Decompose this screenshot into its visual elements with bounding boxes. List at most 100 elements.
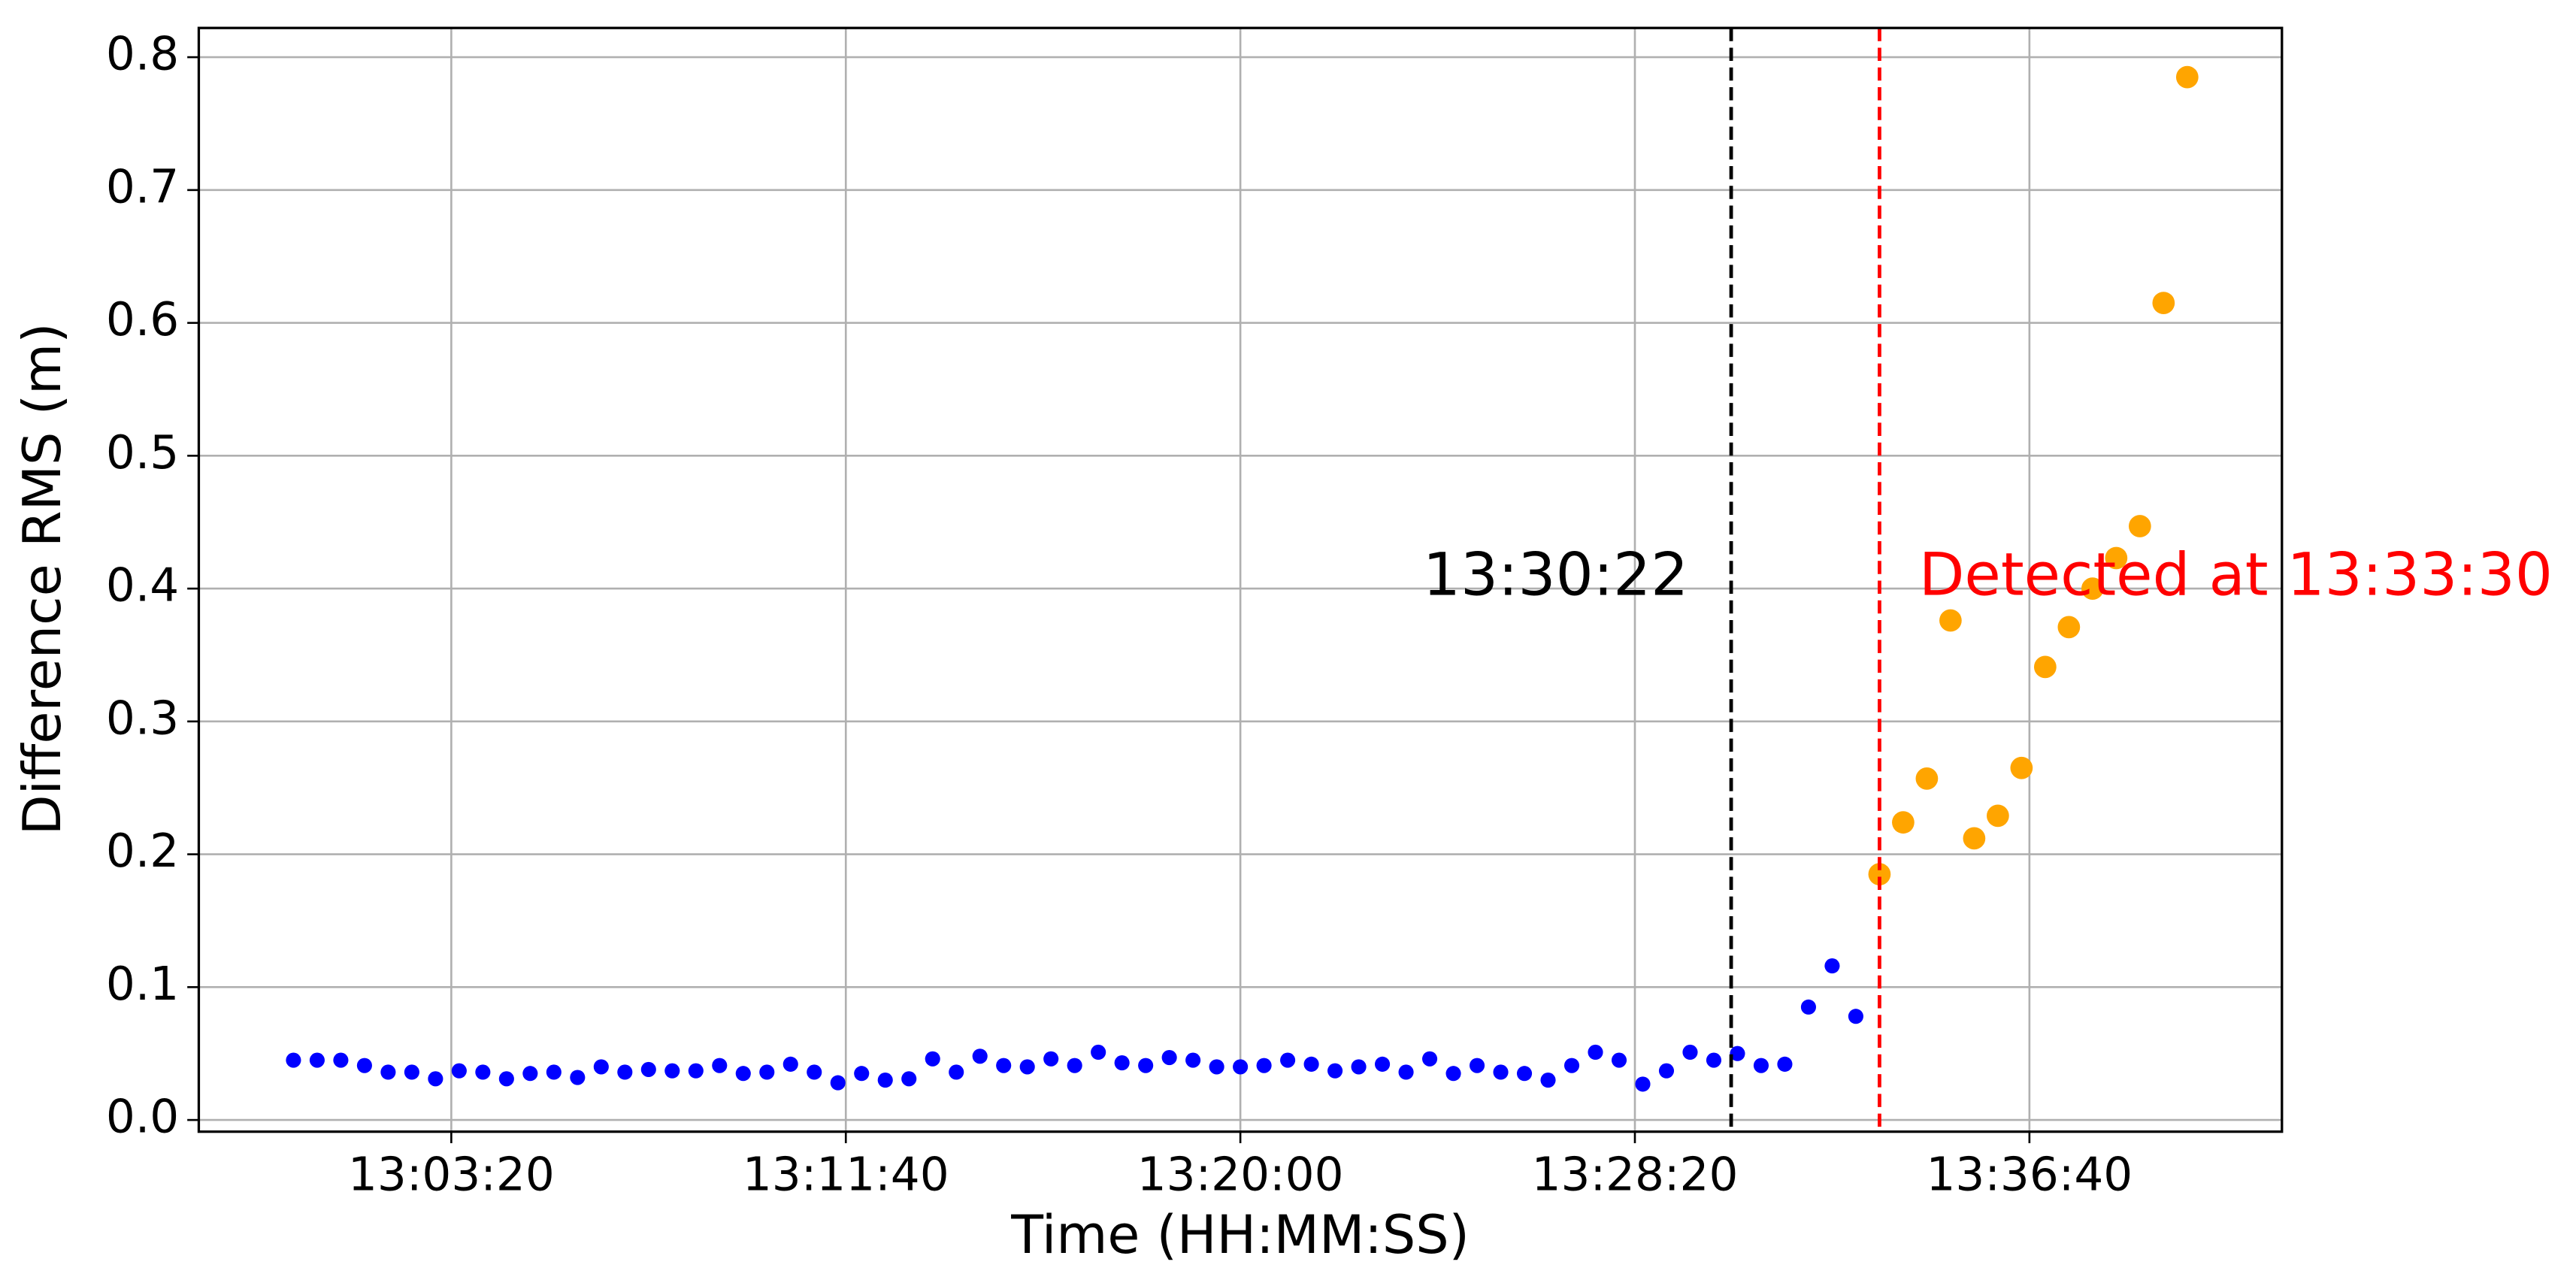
data-point bbox=[1256, 1058, 1272, 1073]
data-point bbox=[1611, 1052, 1627, 1068]
data-point bbox=[2175, 65, 2199, 89]
data-point bbox=[593, 1059, 609, 1075]
y-tick-label: 0.2 bbox=[106, 825, 179, 878]
data-point bbox=[830, 1075, 846, 1091]
data-point bbox=[617, 1064, 633, 1080]
data-point bbox=[1327, 1063, 1343, 1079]
data-point bbox=[1233, 1059, 1249, 1075]
x-tick-label: 13:28:20 bbox=[1532, 1148, 1739, 1202]
data-point bbox=[1777, 1056, 1793, 1072]
data-point bbox=[1161, 1049, 1177, 1066]
x-tick-label: 13:20:00 bbox=[1137, 1148, 1344, 1202]
data-point bbox=[1635, 1076, 1651, 1092]
data-point bbox=[2033, 655, 2057, 679]
data-point bbox=[877, 1073, 893, 1088]
data-point bbox=[2010, 756, 2033, 779]
y-tick-label: 0.4 bbox=[106, 559, 179, 613]
y-tick-label: 0.0 bbox=[106, 1091, 179, 1144]
reference-label: Detected at 13:33:30 bbox=[1919, 540, 2553, 609]
data-point bbox=[925, 1051, 940, 1067]
data-point bbox=[1114, 1055, 1130, 1071]
reference-label: 13:30:22 bbox=[1423, 540, 1688, 609]
data-point bbox=[1540, 1073, 1556, 1088]
data-point bbox=[1963, 827, 1986, 850]
data-point bbox=[2128, 515, 2151, 537]
data-point bbox=[522, 1066, 538, 1082]
data-point bbox=[1398, 1064, 1414, 1080]
data-point bbox=[1303, 1056, 1319, 1072]
x-axis-label: Time (HH:MM:SS) bbox=[1010, 1204, 1470, 1266]
data-point bbox=[782, 1056, 798, 1072]
data-point bbox=[428, 1071, 443, 1087]
data-point bbox=[1848, 1009, 1863, 1024]
data-point bbox=[1445, 1066, 1461, 1082]
x-tick-label: 13:11:40 bbox=[743, 1148, 949, 1202]
plot-frame bbox=[197, 26, 2284, 1133]
data-point bbox=[1019, 1059, 1035, 1075]
data-point bbox=[380, 1064, 396, 1080]
data-point bbox=[1043, 1051, 1059, 1067]
data-point bbox=[1091, 1044, 1106, 1061]
data-point bbox=[498, 1071, 514, 1087]
data-point bbox=[2081, 577, 2104, 600]
data-point bbox=[735, 1066, 751, 1082]
data-point bbox=[1469, 1058, 1485, 1073]
data-point bbox=[1375, 1056, 1391, 1072]
data-point bbox=[546, 1064, 562, 1080]
data-point bbox=[1185, 1052, 1201, 1068]
data-point bbox=[333, 1052, 349, 1068]
y-tick-label: 0.5 bbox=[106, 426, 179, 480]
y-tick-label: 0.8 bbox=[106, 28, 179, 81]
x-tick-label: 13:36:40 bbox=[1926, 1148, 2133, 1202]
data-point bbox=[1824, 958, 1840, 974]
data-point bbox=[1067, 1058, 1082, 1073]
data-point bbox=[1800, 999, 1816, 1015]
data-point bbox=[1493, 1064, 1509, 1080]
data-point bbox=[854, 1066, 870, 1082]
data-point bbox=[1706, 1052, 1722, 1068]
data-point bbox=[996, 1058, 1012, 1073]
data-point bbox=[2152, 292, 2175, 314]
data-point bbox=[1563, 1058, 1580, 1073]
data-point bbox=[570, 1070, 586, 1085]
data-point bbox=[2105, 546, 2128, 570]
y-tick-label: 0.7 bbox=[106, 160, 179, 213]
data-point bbox=[1209, 1059, 1224, 1075]
data-point bbox=[1280, 1052, 1296, 1068]
y-axis-label: Difference RMS (m) bbox=[11, 322, 73, 835]
data-point bbox=[759, 1064, 775, 1080]
data-point bbox=[475, 1064, 491, 1080]
data-point bbox=[949, 1064, 964, 1080]
x-tick-label: 13:03:20 bbox=[348, 1148, 555, 1202]
data-point bbox=[1892, 811, 1915, 834]
data-point bbox=[712, 1058, 728, 1073]
data-point bbox=[1516, 1066, 1533, 1082]
data-point bbox=[1730, 1045, 1745, 1061]
data-point bbox=[640, 1061, 656, 1078]
data-point bbox=[1682, 1044, 1698, 1061]
y-tick-label: 0.3 bbox=[106, 691, 179, 745]
data-point bbox=[1939, 609, 1962, 632]
data-point bbox=[807, 1064, 822, 1080]
data-point bbox=[1658, 1063, 1675, 1079]
data-point bbox=[356, 1058, 372, 1073]
y-tick-label: 0.1 bbox=[106, 958, 179, 1011]
data-point bbox=[2057, 616, 2081, 639]
data-point bbox=[1915, 767, 1939, 790]
data-point bbox=[1868, 863, 1891, 885]
data-point bbox=[1588, 1044, 1603, 1061]
data-point bbox=[309, 1052, 325, 1068]
data-point bbox=[404, 1064, 419, 1080]
y-tick-label: 0.6 bbox=[106, 293, 179, 346]
data-point bbox=[901, 1071, 917, 1087]
data-point bbox=[664, 1063, 680, 1079]
data-point bbox=[1987, 804, 2009, 828]
data-point bbox=[1351, 1059, 1367, 1075]
data-point bbox=[688, 1063, 704, 1079]
data-point bbox=[286, 1052, 301, 1068]
data-point bbox=[972, 1048, 988, 1064]
data-point bbox=[1753, 1058, 1769, 1073]
data-point bbox=[1138, 1058, 1154, 1073]
